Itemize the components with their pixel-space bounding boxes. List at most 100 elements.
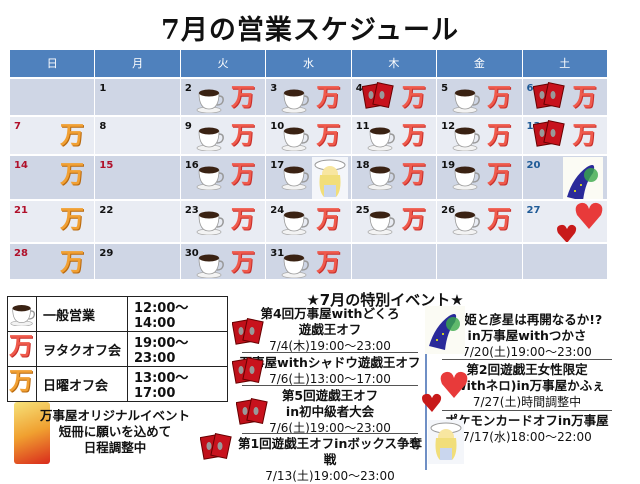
coffee-icon — [451, 85, 481, 115]
otaku-off-icon: 万 — [573, 123, 597, 147]
calendar-day — [352, 244, 438, 279]
calendar-day: 26 万 — [437, 201, 523, 242]
event-date: 7/20(土)19:00～23:00 — [462, 345, 592, 359]
card-icon — [361, 81, 394, 113]
day-number: 22 — [99, 205, 114, 216]
special-event: 第2回遊戯王女性限定 (withネロ)in万事屋かふぇ 7/27(土)時間調整中 — [432, 362, 622, 410]
weekday-fri: 金 — [437, 50, 523, 77]
calendar-day: 12 万 — [437, 117, 523, 154]
coffee-icon — [366, 162, 396, 194]
coffee-icon — [9, 301, 36, 330]
coffee-icon — [195, 250, 225, 279]
event-name: ポケモンカードオフin万事屋 — [445, 413, 609, 428]
separator — [442, 359, 612, 360]
original-event-subtitle: 短冊に願いを込めて — [58, 424, 172, 439]
calendar-day: 17 — [266, 156, 352, 199]
separator — [442, 410, 612, 411]
calendar-day: 28 万 — [10, 244, 96, 279]
day-number: 1 — [99, 83, 107, 94]
man-glyph: 万 — [60, 160, 84, 188]
card-icon — [199, 432, 232, 464]
day-number: 31 — [270, 248, 285, 259]
otaku-off-icon: 万 — [487, 85, 511, 109]
otaku-off-icon: 万 — [402, 207, 426, 231]
calendar-day: 20 — [523, 156, 608, 199]
calendar-week: 14 万 15 16 万 17 18 万 19 万 20 — [10, 154, 608, 199]
sunday-off-icon: 万 — [60, 250, 84, 274]
man-glyph: 万 — [230, 121, 255, 149]
calendar-day: 18 万 — [352, 156, 438, 199]
day-number: 23 — [184, 205, 199, 216]
otaku-off-icon: 万 — [487, 123, 511, 147]
legend-table: 一般営業 12:00～14:00 万ヲタクオフ会 19:00～23:00 万日曜オフ… — [7, 296, 228, 402]
otaku-off-icon: 万 — [316, 85, 340, 109]
event-name: 遊戯王オフ — [298, 322, 362, 337]
coffee-icon — [280, 123, 310, 154]
otaku-off-icon: 万 — [231, 85, 255, 109]
sunday-off-icon: 万 — [60, 123, 84, 147]
tanabata-image — [425, 306, 465, 358]
legend-row: 万ヲタクオフ会 19:00～23:00 — [7, 331, 228, 367]
event-name: 万事屋withシャドウ遊戯王オフ — [239, 355, 421, 370]
man-glyph: 万 — [316, 205, 341, 233]
calendar-day: 14 万 — [10, 156, 96, 199]
day-number: 10 — [270, 121, 285, 132]
calendar-week: 7万89万10万11万12万13万 — [10, 115, 608, 154]
calendar-week: 28 万 29 30 万 31 万 — [10, 242, 608, 279]
separator — [242, 433, 418, 434]
day-number: 11 — [355, 121, 370, 132]
day-number: 30 — [184, 248, 199, 259]
calendar-day: 21 万 — [10, 201, 96, 242]
man-glyph: 万 — [9, 367, 33, 395]
calendar-day: 24 万 — [266, 201, 352, 242]
event-date: 7/13(土)19:00～23:00 — [265, 469, 395, 483]
day-number: 7 — [14, 121, 21, 132]
man-glyph: 万 — [60, 205, 84, 233]
weekday-sat: 土 — [523, 50, 608, 77]
coffee-icon — [195, 162, 225, 194]
man-glyph: 万 — [60, 121, 84, 149]
coffee-icon — [366, 207, 396, 239]
man-glyph: 万 — [572, 121, 597, 149]
legend-time: 13:00～17:00 — [127, 366, 228, 402]
calendar-day: 11 万 — [352, 117, 438, 154]
day-number: 20 — [526, 160, 541, 171]
day-number: 29 — [99, 248, 114, 259]
day-number: 19 — [441, 160, 456, 171]
otaku-off-icon: 万 — [402, 123, 426, 147]
otaku-off-icon: 万 — [573, 85, 597, 109]
card-icon — [231, 317, 264, 349]
event-date: 7/6(土)13:00～17:00 — [269, 372, 391, 386]
calendar-day: 19 万 — [437, 156, 523, 199]
legend-icon-cell: 万 — [7, 331, 37, 367]
man-glyph: 万 — [316, 121, 341, 149]
day-number: 24 — [270, 205, 285, 216]
man-glyph: 万 — [316, 83, 341, 111]
special-event: 第5回遊戯王オフ in初中級者大会 7/6(土)19:00～23:00 — [232, 388, 428, 436]
legend-icon: 万 — [8, 369, 36, 399]
day-number: 9 — [184, 121, 192, 132]
day-number: 16 — [184, 160, 199, 171]
man-glyph: 万 — [230, 248, 255, 276]
calendar-day: 23 万 — [181, 201, 267, 242]
calendar-day: 16 万 — [181, 156, 267, 199]
calendar-day: 13万 — [523, 117, 608, 154]
tanzaku-image — [14, 402, 50, 464]
man-glyph: 万 — [9, 332, 33, 360]
event-date: 7/6(土)19:00～23:00 — [269, 421, 391, 435]
day-number: 25 — [355, 205, 370, 216]
calendar-week: 21 万 22 23 万 24 万 25 万 26 万 27 — [10, 199, 608, 242]
legend-label: ヲタクオフ会 — [36, 331, 128, 367]
card-icon — [532, 81, 565, 113]
calendar-day: 29 — [95, 244, 181, 279]
man-glyph: 万 — [230, 205, 255, 233]
coffee-icon — [451, 123, 481, 154]
weekday-mon: 月 — [95, 50, 181, 77]
otaku-off-icon: 万 — [487, 162, 511, 186]
